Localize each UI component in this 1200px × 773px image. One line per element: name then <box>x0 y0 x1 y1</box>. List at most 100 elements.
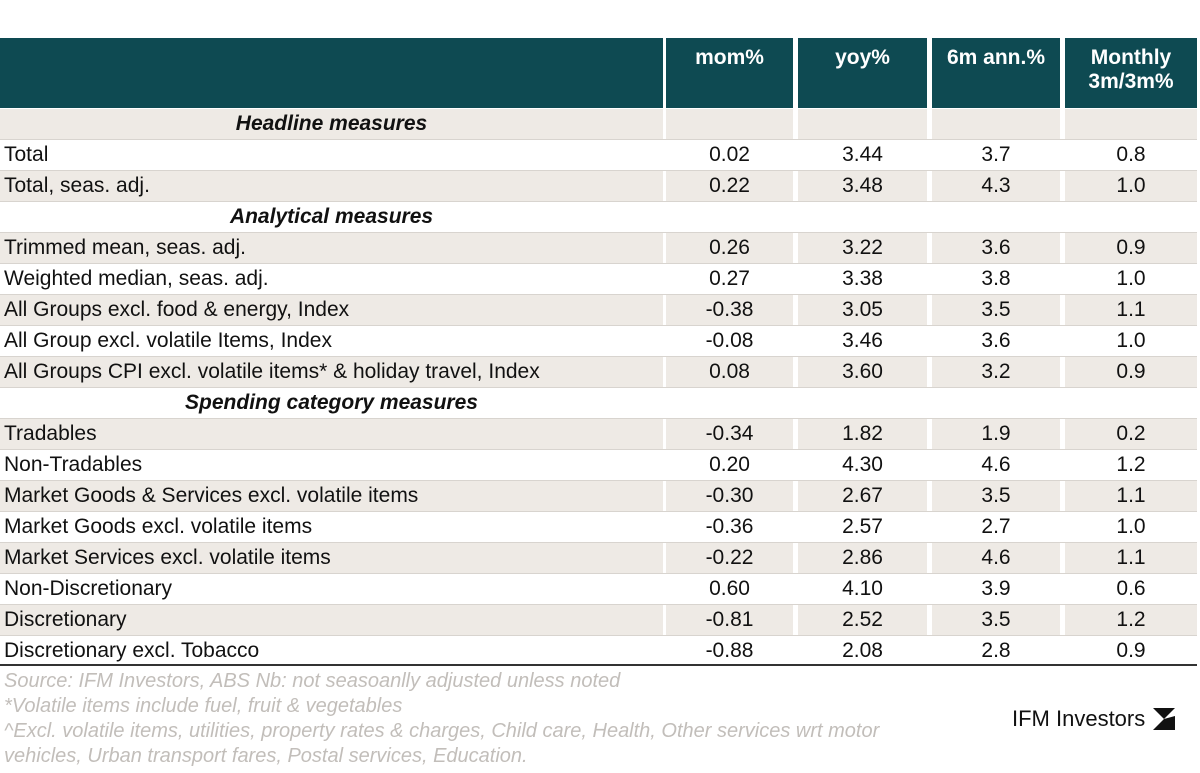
row-divider <box>0 480 1197 481</box>
value-cell: 4.6 <box>932 543 1060 573</box>
header-cell <box>0 38 663 108</box>
value-cell: 4.30 <box>842 453 883 476</box>
value-cell: 1.1 <box>1065 481 1197 511</box>
value-cell: 0.08 <box>666 357 793 387</box>
row-label: Market Goods & Services excl. volatile i… <box>0 481 663 511</box>
row-label: Trimmed mean, seas. adj. <box>0 233 663 263</box>
value-cell: 2.08 <box>842 639 883 662</box>
row-divider <box>0 604 1197 605</box>
value-cell: 1.1 <box>1065 295 1197 325</box>
empty-cell <box>932 202 1060 232</box>
column-header: mom% <box>666 38 793 108</box>
value-cell: 0.2 <box>1065 419 1197 449</box>
value-cell: 3.46 <box>842 329 883 352</box>
value-cell: 1.0 <box>1065 171 1197 201</box>
row-divider <box>0 418 1197 419</box>
row-divider <box>0 170 1197 171</box>
empty-cell <box>1065 388 1197 418</box>
row-label: All Groups excl. food & energy, Index <box>0 295 663 325</box>
value-cell: 0.02 <box>709 143 750 166</box>
row-divider <box>0 263 1197 264</box>
value-cell: -0.38 <box>666 295 793 325</box>
value-cell: 4.3 <box>932 171 1060 201</box>
row-divider <box>0 325 1197 326</box>
section-label: Headline measures <box>0 109 663 139</box>
value-cell: -0.34 <box>666 419 793 449</box>
value-cell: 1.9 <box>932 419 1060 449</box>
row-divider <box>0 201 1197 202</box>
value-cell: 3.9 <box>981 577 1011 600</box>
value-cell: 3.7 <box>981 143 1011 166</box>
value-cell: 1.0 <box>1116 329 1146 352</box>
value-cell: 4.6 <box>981 453 1011 476</box>
row-label: Non-Tradables <box>4 453 143 476</box>
value-cell: 3.05 <box>798 295 927 325</box>
row-label: Total <box>4 143 49 166</box>
footnote: *Volatile items include fuel, fruit & ve… <box>4 695 403 717</box>
footnote: Source: IFM Investors, ABS Nb: not seaso… <box>4 670 621 692</box>
value-cell: 0.8 <box>1116 143 1146 166</box>
value-cell: -0.81 <box>666 605 793 635</box>
section-label: Spending category measures <box>185 391 478 414</box>
value-cell: 3.5 <box>932 481 1060 511</box>
value-cell: 0.60 <box>709 577 750 600</box>
row-divider <box>0 232 1197 233</box>
empty-cell <box>798 388 927 418</box>
row-label: Market Services excl. volatile items <box>0 543 663 573</box>
row-label: Non-Discretionary <box>4 577 173 600</box>
value-cell: 3.48 <box>798 171 927 201</box>
empty-cell <box>666 388 793 418</box>
footnote: ^Excl. volatile items, utilities, proper… <box>4 720 880 742</box>
value-cell: 2.57 <box>842 515 883 538</box>
row-divider <box>0 542 1197 543</box>
value-cell: 1.1 <box>1065 543 1197 573</box>
row-label: Total, seas. adj. <box>0 171 663 201</box>
empty-cell <box>1065 109 1197 139</box>
value-cell: -0.08 <box>705 329 754 352</box>
value-cell: 2.7 <box>981 515 1011 538</box>
value-cell: 4.10 <box>842 577 883 600</box>
empty-cell <box>932 109 1060 139</box>
empty-cell <box>666 202 793 232</box>
row-divider <box>0 635 1197 636</box>
column-header: 6m ann.% <box>932 38 1060 108</box>
value-cell: 3.2 <box>932 357 1060 387</box>
value-cell: 0.20 <box>709 453 750 476</box>
value-cell: 1.2 <box>1116 453 1146 476</box>
row-divider <box>0 139 1197 140</box>
value-cell: 3.6 <box>932 233 1060 263</box>
row-label: Market Goods excl. volatile items <box>4 515 313 538</box>
value-cell: -0.36 <box>705 515 754 538</box>
value-cell: 3.6 <box>981 329 1011 352</box>
row-label: All Group excl. volatile Items, Index <box>4 329 332 352</box>
value-cell: 0.9 <box>1065 357 1197 387</box>
row-divider <box>0 294 1197 295</box>
row-divider <box>0 449 1197 450</box>
value-cell: 3.22 <box>798 233 927 263</box>
row-label: Weighted median, seas. adj. <box>4 267 269 290</box>
empty-cell <box>932 388 1060 418</box>
value-cell: 0.9 <box>1116 639 1146 662</box>
value-cell: 3.38 <box>842 267 883 290</box>
value-cell: 1.82 <box>798 419 927 449</box>
value-cell: 3.5 <box>932 295 1060 325</box>
column-header: yoy% <box>798 38 927 108</box>
section-label: Analytical measures <box>229 205 434 228</box>
logo-text: IFM Investors <box>1012 706 1146 731</box>
value-cell: 1.2 <box>1065 605 1197 635</box>
value-cell: 0.6 <box>1116 577 1146 600</box>
row-label: Discretionary <box>0 605 663 635</box>
value-cell: 0.26 <box>666 233 793 263</box>
value-cell: 2.86 <box>798 543 927 573</box>
value-cell: 2.8 <box>981 639 1011 662</box>
row-label: Discretionary excl. Tobacco <box>4 639 260 662</box>
value-cell: 0.22 <box>666 171 793 201</box>
value-cell: 0.27 <box>709 267 750 290</box>
value-cell: 1.0 <box>1116 267 1146 290</box>
value-cell: -0.30 <box>666 481 793 511</box>
empty-cell <box>1065 202 1197 232</box>
value-cell: 3.60 <box>798 357 927 387</box>
row-divider <box>0 573 1197 574</box>
value-cell: 3.44 <box>842 143 883 166</box>
